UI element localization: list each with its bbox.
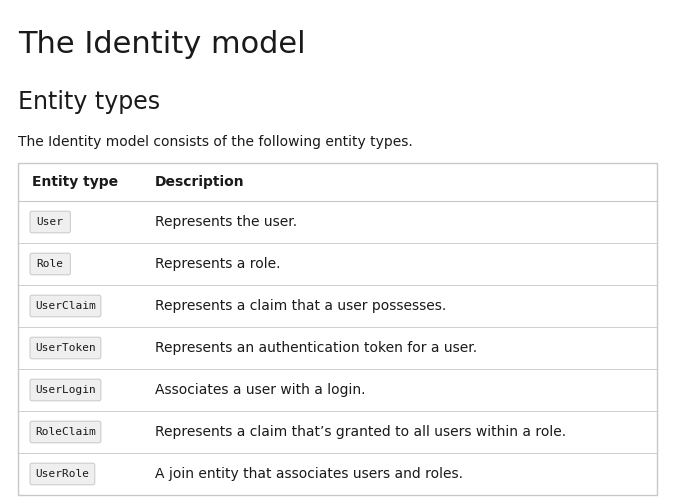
FancyBboxPatch shape	[30, 421, 101, 443]
Text: Represents a claim that’s granted to all users within a role.: Represents a claim that’s granted to all…	[155, 425, 566, 439]
Text: UserLogin: UserLogin	[35, 385, 96, 395]
Text: Represents a claim that a user possesses.: Represents a claim that a user possesses…	[155, 299, 446, 313]
Text: UserToken: UserToken	[35, 343, 96, 353]
Text: Represents an authentication token for a user.: Represents an authentication token for a…	[155, 341, 477, 355]
Text: Represents a role.: Represents a role.	[155, 257, 280, 271]
FancyBboxPatch shape	[30, 211, 70, 233]
Text: The Identity model consists of the following entity types.: The Identity model consists of the follo…	[18, 135, 413, 149]
Text: Represents the user.: Represents the user.	[155, 215, 297, 229]
FancyBboxPatch shape	[30, 337, 101, 359]
FancyBboxPatch shape	[30, 295, 101, 317]
Text: Entity types: Entity types	[18, 90, 160, 114]
Text: The Identity model: The Identity model	[18, 30, 306, 59]
Text: Role: Role	[37, 259, 63, 269]
Text: RoleClaim: RoleClaim	[35, 427, 96, 437]
FancyBboxPatch shape	[30, 463, 95, 485]
Text: Associates a user with a login.: Associates a user with a login.	[155, 383, 365, 397]
Text: UserRole: UserRole	[35, 469, 90, 479]
Bar	[18, 163, 657, 495]
Text: User: User	[37, 217, 63, 227]
FancyBboxPatch shape	[30, 253, 70, 275]
Text: Entity type: Entity type	[32, 175, 118, 189]
Text: UserClaim: UserClaim	[35, 301, 96, 311]
FancyBboxPatch shape	[30, 379, 101, 401]
Text: Description: Description	[155, 175, 245, 189]
Text: A join entity that associates users and roles.: A join entity that associates users and …	[155, 467, 463, 481]
